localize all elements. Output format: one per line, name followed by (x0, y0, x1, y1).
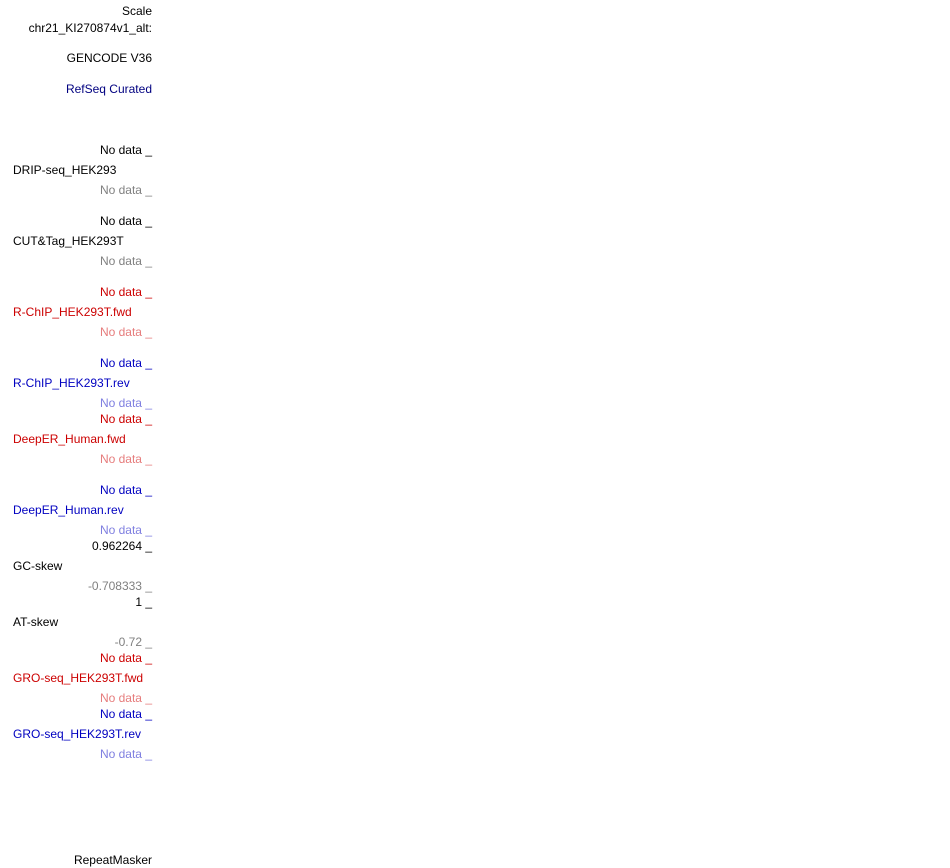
gro-rev-track-label[interactable]: GRO-seq_HEK293T.rev (13, 727, 142, 741)
chrom-label: chr21_KI270874v1_alt: (28, 21, 152, 35)
cuttag-max-label: No data _ (99, 214, 152, 228)
atskew-min-label: -0.72 _ (114, 635, 152, 649)
atskew-track-label[interactable]: AT-skew (13, 615, 59, 629)
deeper-fwd-min-label: No data _ (99, 452, 152, 466)
cuttag-min-label: No data _ (99, 254, 152, 268)
deeper-rev-track-label[interactable]: DeepER_Human.rev (13, 503, 124, 517)
rchip-rev-track-label[interactable]: R-ChIP_HEK293T.rev (13, 376, 130, 390)
repeatmasker-track-label[interactable]: RepeatMasker (73, 853, 152, 867)
drip-max-label: No data _ (99, 143, 152, 157)
gro-rev-min-label: No data _ (99, 747, 152, 761)
rchip-rev-min-label: No data _ (99, 396, 152, 410)
gro-rev-max-label: No data _ (99, 707, 152, 721)
gcskew-track-label[interactable]: GC-skew (13, 559, 63, 573)
gro-fwd-min-label: No data _ (99, 691, 152, 705)
scale-label: Scale (121, 4, 152, 18)
gencode-track-label[interactable]: GENCODE V36 (66, 51, 152, 65)
drip-min-label: No data _ (99, 183, 152, 197)
atskew-max-label: 1 _ (135, 595, 152, 609)
refseq-track-label[interactable]: RefSeq Curated (65, 82, 152, 96)
rchip-fwd-track-label[interactable]: R-ChIP_HEK293T.fwd (13, 305, 132, 319)
gcskew-min-label: -0.708333 _ (87, 579, 152, 593)
gcskew-max-label: 0.962264 _ (91, 539, 152, 553)
cuttag-track-label[interactable]: CUT&Tag_HEK293T (13, 234, 124, 248)
rchip-rev-max-label: No data _ (99, 356, 152, 370)
rchip-fwd-min-label: No data _ (99, 325, 152, 339)
deeper-rev-min-label: No data _ (99, 523, 152, 537)
gro-fwd-track-label[interactable]: GRO-seq_HEK293T.fwd (13, 671, 144, 685)
gro-fwd-max-label: No data _ (99, 651, 152, 665)
deeper-fwd-max-label: No data _ (99, 412, 152, 426)
deeper-fwd-track-label[interactable]: DeepER_Human.fwd (13, 432, 126, 446)
rchip-fwd-max-label: No data _ (99, 285, 152, 299)
deeper-rev-max-label: No data _ (99, 483, 152, 497)
drip-track-label[interactable]: DRIP-seq_HEK293 (13, 163, 117, 177)
